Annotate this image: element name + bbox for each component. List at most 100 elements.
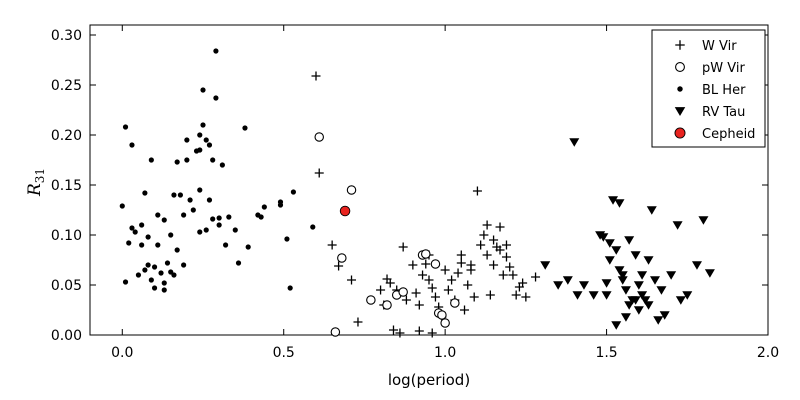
data-point	[440, 318, 450, 328]
data-point	[210, 157, 216, 163]
data-point	[346, 185, 357, 195]
data-point	[572, 291, 583, 300]
data-point	[203, 137, 209, 143]
data-point	[443, 285, 453, 295]
data-point	[155, 242, 161, 248]
data-point	[132, 229, 138, 235]
data-point	[540, 261, 551, 270]
data-point	[630, 251, 641, 260]
series-rv-tau	[540, 138, 715, 330]
data-point	[366, 295, 376, 305]
data-point	[184, 157, 190, 163]
data-point	[171, 272, 177, 278]
data-point	[401, 295, 411, 305]
legend-label: Cepheid	[702, 127, 755, 142]
data-point	[414, 326, 424, 336]
series-cepheid	[339, 205, 351, 217]
data-point	[650, 276, 660, 285]
data-point	[216, 215, 222, 221]
data-point	[421, 259, 431, 269]
data-point	[174, 247, 180, 253]
legend-entry: pW Vir	[675, 61, 745, 76]
axis-ticks: 0.0 0.5 1.0 1.5 2.0 0.00 0.05 0.10 0.15 0.20 0.25 0…	[51, 25, 779, 361]
legend-label: RV Tau	[702, 105, 745, 120]
data-point	[672, 221, 683, 230]
series-bl-her	[119, 48, 316, 293]
data-point	[562, 276, 573, 285]
x-axis-label: log(period)	[388, 371, 470, 389]
x-tick-label: 2.0	[757, 345, 779, 361]
legend: W Vir pW Vir BL Her RV Tau Cepheid	[651, 29, 766, 148]
data-point	[498, 270, 508, 280]
data-point	[630, 296, 641, 305]
data-point	[151, 285, 158, 291]
data-point	[161, 287, 167, 293]
data-point	[608, 196, 619, 205]
data-point	[376, 285, 386, 295]
data-point	[698, 216, 709, 225]
data-point	[261, 204, 267, 210]
data-point	[620, 286, 631, 295]
data-point	[453, 268, 463, 278]
data-point	[456, 258, 466, 268]
x-tick-label: 0.5	[273, 345, 295, 361]
data-point	[206, 142, 213, 148]
data-point	[388, 325, 398, 335]
data-point	[531, 272, 541, 282]
data-point	[505, 262, 515, 272]
data-point	[495, 222, 505, 232]
data-point	[126, 240, 132, 246]
data-point	[245, 244, 251, 250]
data-point	[187, 197, 193, 203]
data-point	[518, 278, 528, 288]
data-point	[495, 245, 505, 255]
data-point	[210, 216, 216, 222]
data-point	[119, 203, 125, 209]
data-point	[168, 232, 174, 238]
data-point	[637, 271, 648, 280]
y-axis-label: R31	[25, 168, 47, 197]
data-point	[427, 328, 437, 338]
data-point	[637, 291, 648, 300]
data-point	[691, 261, 702, 270]
data-point	[200, 87, 206, 93]
x-tick-label: 0.0	[111, 345, 133, 361]
data-point	[314, 168, 324, 178]
data-point	[226, 214, 232, 220]
data-point	[479, 230, 489, 240]
data-point	[659, 311, 670, 320]
data-point	[578, 281, 589, 290]
data-point	[675, 296, 686, 305]
data-point	[437, 310, 447, 320]
data-point	[145, 262, 151, 268]
y-tick-label: 0.00	[51, 328, 82, 344]
data-point	[398, 287, 408, 297]
data-marks	[119, 48, 715, 338]
data-point	[155, 212, 161, 218]
data-point	[385, 278, 395, 288]
data-point	[656, 286, 667, 295]
data-point	[139, 222, 145, 228]
data-point	[290, 189, 296, 195]
legend-entry: RV Tau	[674, 105, 745, 120]
data-point	[466, 260, 476, 270]
data-point	[235, 260, 242, 266]
data-point	[213, 95, 219, 101]
data-point	[334, 261, 344, 271]
data-point	[611, 321, 622, 330]
data-point	[174, 159, 180, 165]
data-point	[148, 277, 154, 283]
data-point	[327, 240, 337, 250]
data-point	[408, 260, 418, 270]
data-point	[569, 138, 580, 147]
data-point	[640, 296, 651, 305]
data-point	[501, 252, 511, 262]
data-point	[450, 298, 460, 308]
data-point	[411, 288, 421, 298]
data-point	[242, 125, 248, 131]
data-point	[223, 242, 229, 248]
data-point	[142, 190, 148, 196]
legend-marker	[677, 86, 683, 92]
data-point	[508, 270, 518, 280]
data-point	[190, 207, 196, 213]
